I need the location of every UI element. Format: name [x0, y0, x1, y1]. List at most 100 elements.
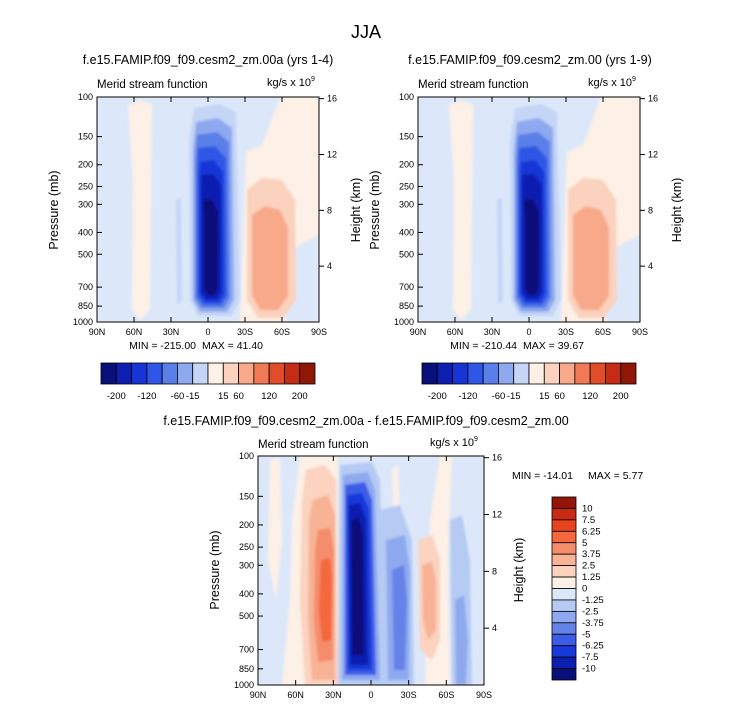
panel-3-y2-tick-label: 16 [492, 453, 502, 463]
colorbar-diff-swatch [551, 599, 577, 612]
colorbar-main-2-label: -60 [492, 391, 506, 402]
panel-2-y-tick-label: 250 [399, 182, 414, 192]
colorbar-main-2-swatch [620, 362, 637, 385]
panel-3-y-tick-label: 500 [239, 611, 254, 621]
panel-2-y-tick-label: 200 [399, 160, 414, 170]
colorbar-main-2-swatch [605, 362, 622, 385]
colorbar-diff-label: 7.5 [582, 515, 595, 526]
colorbar-main-1-swatch [192, 362, 209, 385]
colorbar-main-1-swatch [100, 362, 117, 385]
colorbar-diff-swatch [551, 519, 577, 532]
panel-3-title: f.e15.FAMIP.f09_f09.cesm2_zm.00a - f.e15… [163, 414, 568, 428]
colorbar-main-1-label: -15 [186, 391, 200, 402]
panel-3-x-tick-label: 30N [325, 690, 342, 700]
panel-1-units: kg/s x 109 [267, 76, 315, 89]
colorbar-diff-swatch [551, 530, 577, 544]
panel-3-contour-neg-east3 [392, 565, 407, 670]
panel-1-y-tick-label: 300 [78, 199, 93, 209]
panel-3-contour-pos-a [268, 458, 282, 600]
panel-3-y-tick-label: 850 [239, 664, 254, 674]
colorbar-main-2-label: 60 [554, 391, 565, 402]
colorbar-main-1-label: -200 [107, 391, 126, 402]
panel-3-plot-area [258, 456, 484, 685]
panel-1-y-tick-label: 200 [78, 160, 93, 170]
colorbar-diff-label: 3.75 [582, 549, 601, 560]
panel-1-y2-tick-label: 4 [327, 261, 332, 271]
panel-3-y2-tick-label: 8 [492, 566, 497, 576]
panel-2-y2-tick-label: 4 [648, 261, 653, 271]
colorbar-diff-label: -2.5 [582, 606, 598, 617]
panel-1-plot-area [97, 97, 319, 322]
colorbar-diff-swatch [551, 656, 577, 669]
panel-3-y2label: Height (km) [512, 538, 526, 603]
colorbar-diff-swatch [551, 565, 577, 578]
panel-2-y-tick-label: 850 [399, 301, 414, 311]
colorbar-diff-swatch [551, 588, 577, 601]
colorbar-main-2-swatch [513, 362, 530, 385]
colorbar-main-2-swatch [436, 362, 453, 385]
panel-3: f.e15.FAMIP.f09_f09.cesm2_zm.00a - f.e15… [163, 414, 643, 686]
panel-2-ylabel: Pressure (mb) [368, 170, 382, 249]
panel-1-contour-neg-200e [203, 199, 218, 295]
panel-1-y2label: Height (km) [349, 178, 363, 243]
colorbar-diff-label: -6.25 [582, 641, 604, 652]
panel-1-max-label: MAX = 41.40 [202, 340, 263, 352]
panel-1-y2-tick-label: 12 [327, 149, 337, 159]
panel-2-x-tick-label: 90S [632, 327, 648, 337]
panel-2-subtitle: Merid stream function [418, 79, 529, 91]
colorbar-main-1-label: -60 [171, 391, 185, 402]
panel-3-x-tick-label: 90S [476, 690, 492, 700]
colorbar-main-2-swatch [574, 362, 591, 385]
panel-2-y2label: Height (km) [670, 178, 684, 243]
colorbar-diff-label: 0 [582, 584, 587, 595]
panel-3-y-tick-label: 100 [239, 451, 254, 461]
colorbar-main-1-label: 120 [261, 391, 277, 402]
colorbar-main-1-swatch [299, 362, 316, 385]
colorbar-diff-label: 10 [582, 503, 593, 514]
colorbar-diff-swatch [551, 576, 577, 589]
panel-2-y-tick-label: 1000 [394, 317, 414, 327]
panel-1-y-tick-label: 400 [78, 227, 93, 237]
colorbar-main-1-label: -120 [137, 391, 156, 402]
panel-3-contour-pos-east2 [422, 562, 436, 640]
colorbar-main-2-swatch [421, 362, 438, 385]
panel-1-contour-pos-120 [252, 206, 288, 310]
panel-3-contour-pos-4 [319, 558, 332, 642]
panel-2-contour-pos-15 [449, 100, 473, 320]
colorbar-main-2-label: -200 [428, 391, 447, 402]
panel-2-x-tick-label: 60S [595, 327, 611, 337]
panel-1-x-tick-label: 60N [126, 327, 143, 337]
panel-3-x-tick-label: 90N [250, 690, 267, 700]
colorbar-main-2-swatch [498, 362, 515, 385]
panel-3-max-label: MAX = 5.77 [588, 470, 643, 482]
panel-1-contour-neg-60 [176, 198, 182, 305]
panel-2-y-tick-label: 100 [399, 92, 414, 102]
panel-1-x-tick-label: 30S [237, 327, 253, 337]
colorbar-main-2-label: -15 [507, 391, 521, 402]
panel-2-y-tick-label: 700 [399, 282, 414, 292]
panel-2: f.e15.FAMIP.f09_f09.cesm2_zm.00 (yrs 1-9… [408, 53, 652, 323]
panel-1-y-tick-label: 100 [78, 92, 93, 102]
panel-1-x-tick-label: 0 [205, 327, 210, 337]
panel-1-y-tick-label: 150 [78, 132, 93, 142]
colorbar-diff-swatch [551, 496, 577, 509]
colorbar-main-1-swatch [222, 362, 239, 385]
colorbar-main-2-label: 120 [582, 391, 598, 402]
panel-2-contour-neg-200e [524, 199, 539, 295]
panel-1-x-tick-label: 90S [311, 327, 327, 337]
panel-3-x-tick-label: 0 [368, 690, 373, 700]
colorbar-diff-swatch [551, 553, 577, 567]
panel-2-y-tick-label: 150 [399, 132, 414, 142]
colorbar-main-2-label: 200 [613, 391, 629, 402]
panel-2-contour-neg-60 [497, 198, 503, 305]
colorbar-main-2-swatch [482, 362, 499, 385]
colorbar-diff-label: -7.5 [582, 652, 598, 663]
colorbar-diff-swatch [551, 668, 577, 681]
panel-3-x-tick-label: 60S [438, 690, 454, 700]
panel-2-contour-pos-120 [573, 206, 609, 310]
colorbar-main-2-swatch [528, 362, 545, 385]
panel-2-x-tick-label: 90N [410, 327, 427, 337]
panel-2-x-tick-label: 30N [484, 327, 501, 337]
colorbar-main-1-swatch [253, 362, 270, 385]
